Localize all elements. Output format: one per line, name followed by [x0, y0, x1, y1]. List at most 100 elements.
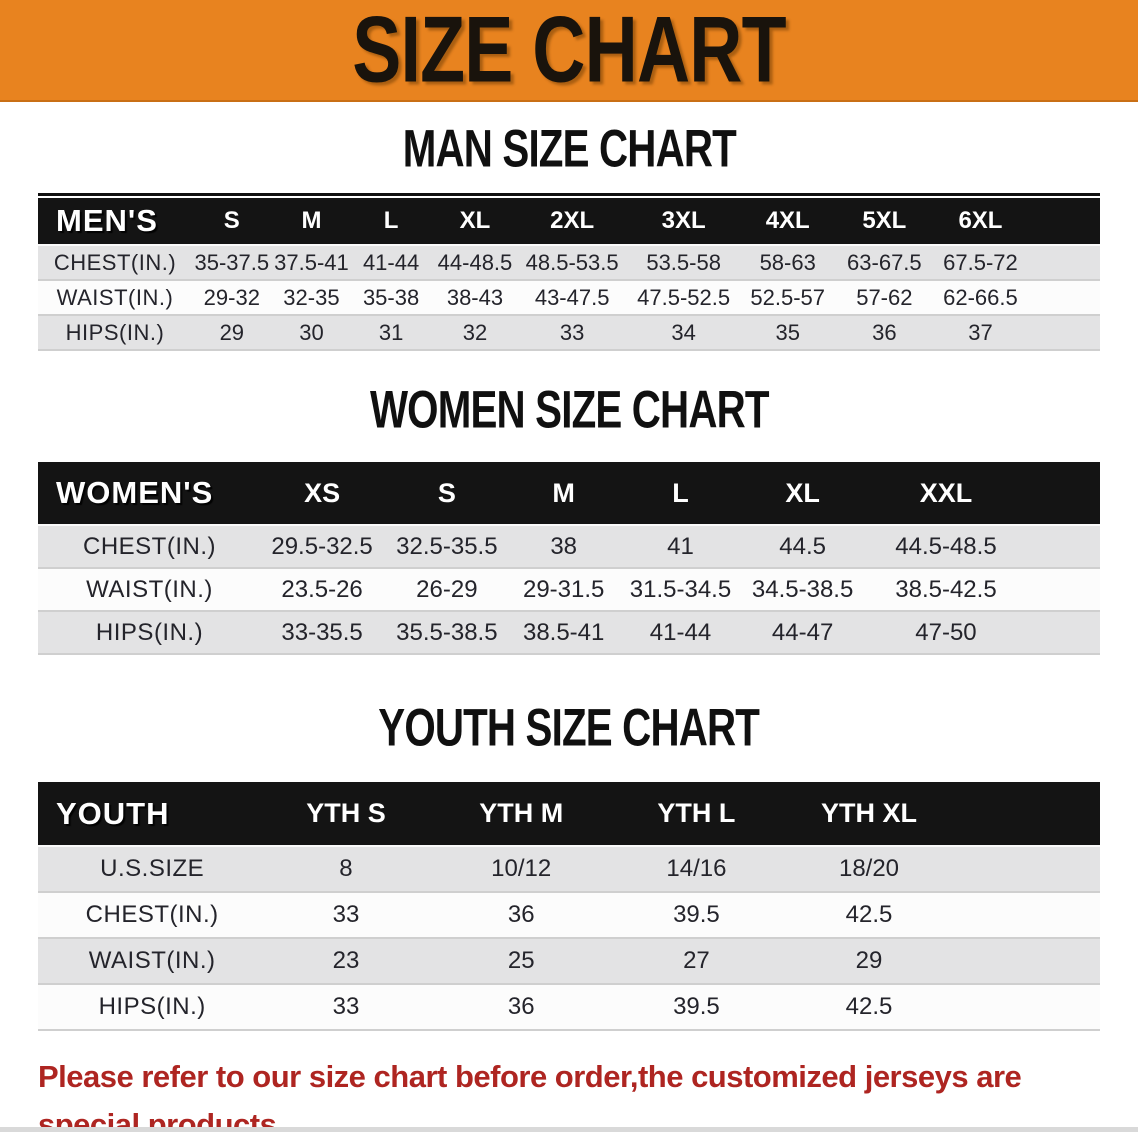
cell-filler — [961, 937, 1100, 985]
size-cell: 31.5-34.5 — [616, 567, 745, 612]
header-filler — [961, 782, 1100, 846]
size-cell: 38.5-41 — [510, 610, 617, 655]
cell-filler — [1030, 567, 1100, 612]
size-cell: 38-43 — [430, 279, 520, 316]
size-cell: 35 — [742, 314, 834, 351]
size-cell: 35-37.5 — [191, 244, 272, 281]
size-cell: 44.5-48.5 — [861, 524, 1031, 569]
size-cell: 43-47.5 — [519, 279, 626, 316]
women-column-header: XS — [261, 462, 384, 525]
youth-column-header: YTH L — [616, 782, 777, 846]
men-column-header: 2XL — [519, 198, 626, 245]
size-cell: 62-66.5 — [935, 279, 1026, 316]
size-cell: 30 — [271, 314, 352, 351]
size-cell: 33-35.5 — [261, 610, 384, 655]
men-column-header: 5XL — [833, 198, 936, 245]
size-cell: 39.5 — [616, 891, 777, 939]
row-label: CHEST(IN.) — [38, 891, 267, 939]
men-column-header: XL — [430, 198, 520, 245]
women-chest-row: CHEST(IN.) 29.5-32.5 32.5-35.5 38 41 44.… — [38, 524, 1100, 569]
size-cell: 37.5-41 — [271, 244, 352, 281]
men-hips-row: HIPS(IN.) 29 30 31 32 33 34 35 36 37 — [38, 314, 1100, 351]
women-table-label: WOMEN'S — [38, 462, 262, 525]
women-size-table: WOMEN'S XS S M L XL XXL CHEST(IN.) 29.5-… — [38, 462, 1100, 655]
women-column-header: S — [383, 462, 511, 525]
cell-filler — [1030, 610, 1100, 655]
row-label: HIPS(IN.) — [38, 983, 267, 1031]
women-column-header: M — [510, 462, 617, 525]
cell-filler — [961, 845, 1100, 893]
cell-filler — [1025, 279, 1100, 316]
men-chest-row: CHEST(IN.) 35-37.5 37.5-41 41-44 44-48.5… — [38, 244, 1100, 281]
row-label: CHEST(IN.) — [38, 524, 262, 569]
size-cell: 35.5-38.5 — [383, 610, 511, 655]
cell-filler — [1025, 244, 1100, 281]
size-cell: 41 — [616, 524, 745, 569]
men-table-label: MEN'S — [38, 198, 192, 245]
size-cell: 44-47 — [744, 610, 862, 655]
size-cell: 42.5 — [776, 891, 962, 939]
women-section-heading: WOMEN SIZE CHART — [0, 381, 1138, 440]
size-cell: 18/20 — [776, 845, 962, 893]
youth-heading-text: YOUTH SIZE CHART — [378, 699, 761, 758]
row-label: WAIST(IN.) — [38, 567, 262, 612]
men-column-header: L — [351, 198, 431, 245]
youth-table-wrap: YOUTH YTH S YTH M YTH L YTH XL U.S.SIZE … — [38, 782, 1100, 1031]
size-cell: 36 — [833, 314, 936, 351]
youth-table-label: YOUTH — [38, 782, 267, 846]
row-label: HIPS(IN.) — [38, 314, 192, 351]
page-title: SIZE CHART — [352, 0, 786, 103]
cell-filler — [1030, 524, 1100, 569]
size-cell: 35-38 — [351, 279, 431, 316]
row-label: WAIST(IN.) — [38, 937, 267, 985]
size-cell: 34 — [625, 314, 743, 351]
size-cell: 39.5 — [616, 983, 777, 1031]
size-cell: 31 — [351, 314, 431, 351]
size-cell: 29 — [191, 314, 272, 351]
size-cell: 34.5-38.5 — [744, 567, 862, 612]
size-cell: 57-62 — [833, 279, 936, 316]
size-cell: 52.5-57 — [742, 279, 834, 316]
men-section-heading: MAN SIZE CHART — [0, 120, 1138, 179]
disclaimer-text: Please refer to our size chart before or… — [38, 1053, 1100, 1132]
size-cell: 33 — [519, 314, 626, 351]
youth-section-heading: YOUTH SIZE CHART — [0, 699, 1138, 758]
size-cell: 32.5-35.5 — [383, 524, 511, 569]
size-cell: 26-29 — [383, 567, 511, 612]
size-cell: 38.5-42.5 — [861, 567, 1031, 612]
women-hips-row: HIPS(IN.) 33-35.5 35.5-38.5 38.5-41 41-4… — [38, 610, 1100, 655]
size-cell: 36 — [425, 891, 617, 939]
size-cell: 44.5 — [744, 524, 862, 569]
size-cell: 48.5-53.5 — [519, 244, 626, 281]
size-cell: 32-35 — [271, 279, 352, 316]
bottom-edge-strip — [0, 1127, 1138, 1132]
youth-header-row: YOUTH YTH S YTH M YTH L YTH XL — [38, 782, 1100, 846]
row-label: WAIST(IN.) — [38, 279, 192, 316]
women-waist-row: WAIST(IN.) 23.5-26 26-29 29-31.5 31.5-34… — [38, 567, 1100, 612]
youth-waist-row: WAIST(IN.) 23 25 27 29 — [38, 937, 1100, 985]
size-cell: 23.5-26 — [261, 567, 384, 612]
women-heading-text: WOMEN SIZE CHART — [369, 381, 770, 440]
size-cell: 36 — [425, 983, 617, 1031]
youth-chest-row: CHEST(IN.) 33 36 39.5 42.5 — [38, 891, 1100, 939]
men-heading-text: MAN SIZE CHART — [402, 120, 736, 179]
size-cell: 33 — [266, 983, 426, 1031]
header-filler — [1030, 462, 1100, 525]
women-header-row: WOMEN'S XS S M L XL XXL — [38, 462, 1100, 525]
youth-column-header: YTH S — [266, 782, 426, 846]
size-cell: 10/12 — [425, 845, 617, 893]
men-size-table: MEN'S S M L XL 2XL 3XL 4XL 5XL 6XL CHEST… — [38, 198, 1100, 351]
men-column-header: S — [191, 198, 272, 245]
men-table-wrap: MEN'S S M L XL 2XL 3XL 4XL 5XL 6XL CHEST… — [38, 198, 1100, 351]
men-column-header: M — [271, 198, 352, 245]
youth-column-header: YTH XL — [776, 782, 962, 846]
size-cell: 14/16 — [616, 845, 777, 893]
disclaimer-line-1: Please refer to our size chart before or… — [38, 1059, 1022, 1132]
size-cell: 37 — [935, 314, 1026, 351]
size-cell: 42.5 — [776, 983, 962, 1031]
women-column-header: L — [616, 462, 745, 525]
size-cell: 29.5-32.5 — [261, 524, 384, 569]
title-banner: SIZE CHART — [0, 0, 1138, 102]
women-column-header: XL — [744, 462, 862, 525]
size-cell: 23 — [266, 937, 426, 985]
